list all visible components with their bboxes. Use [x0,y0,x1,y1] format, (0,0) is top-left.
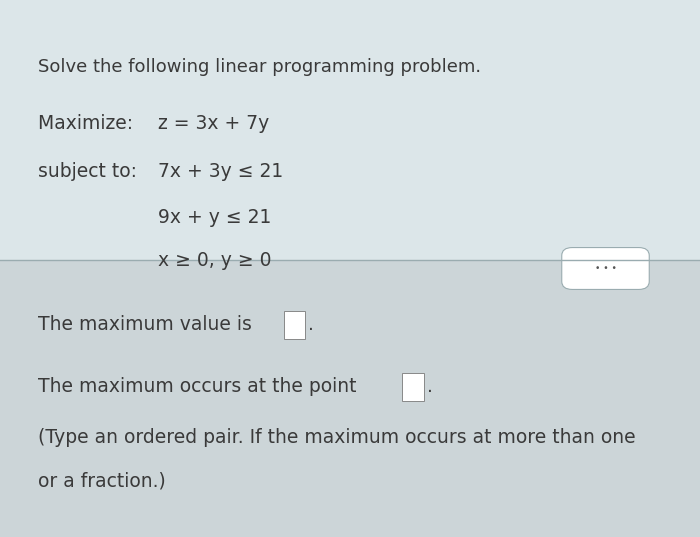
FancyBboxPatch shape [0,0,700,260]
Text: or a fraction.): or a fraction.) [38,471,167,490]
Text: Maximize:: Maximize: [38,114,146,133]
FancyBboxPatch shape [0,260,700,537]
Text: The maximum value is: The maximum value is [38,315,253,335]
Text: subject to:: subject to: [38,162,150,182]
Text: .: . [427,377,433,396]
Text: z = 3x + 7y: z = 3x + 7y [158,114,269,133]
FancyBboxPatch shape [284,311,304,339]
Text: • • •: • • • [594,264,617,273]
Text: x ≥ 0, y ≥ 0: x ≥ 0, y ≥ 0 [158,251,271,270]
Text: The maximum occurs at the point: The maximum occurs at the point [38,377,357,396]
Text: (Type an ordered pair. If the maximum occurs at more than one: (Type an ordered pair. If the maximum oc… [38,428,636,447]
Text: .: . [308,315,314,335]
FancyBboxPatch shape [402,373,423,401]
Text: Solve the following linear programming problem.: Solve the following linear programming p… [38,58,482,76]
FancyBboxPatch shape [561,248,650,289]
Text: 7x + 3y ≤ 21: 7x + 3y ≤ 21 [158,162,283,182]
Text: 9x + y ≤ 21: 9x + y ≤ 21 [158,208,271,227]
